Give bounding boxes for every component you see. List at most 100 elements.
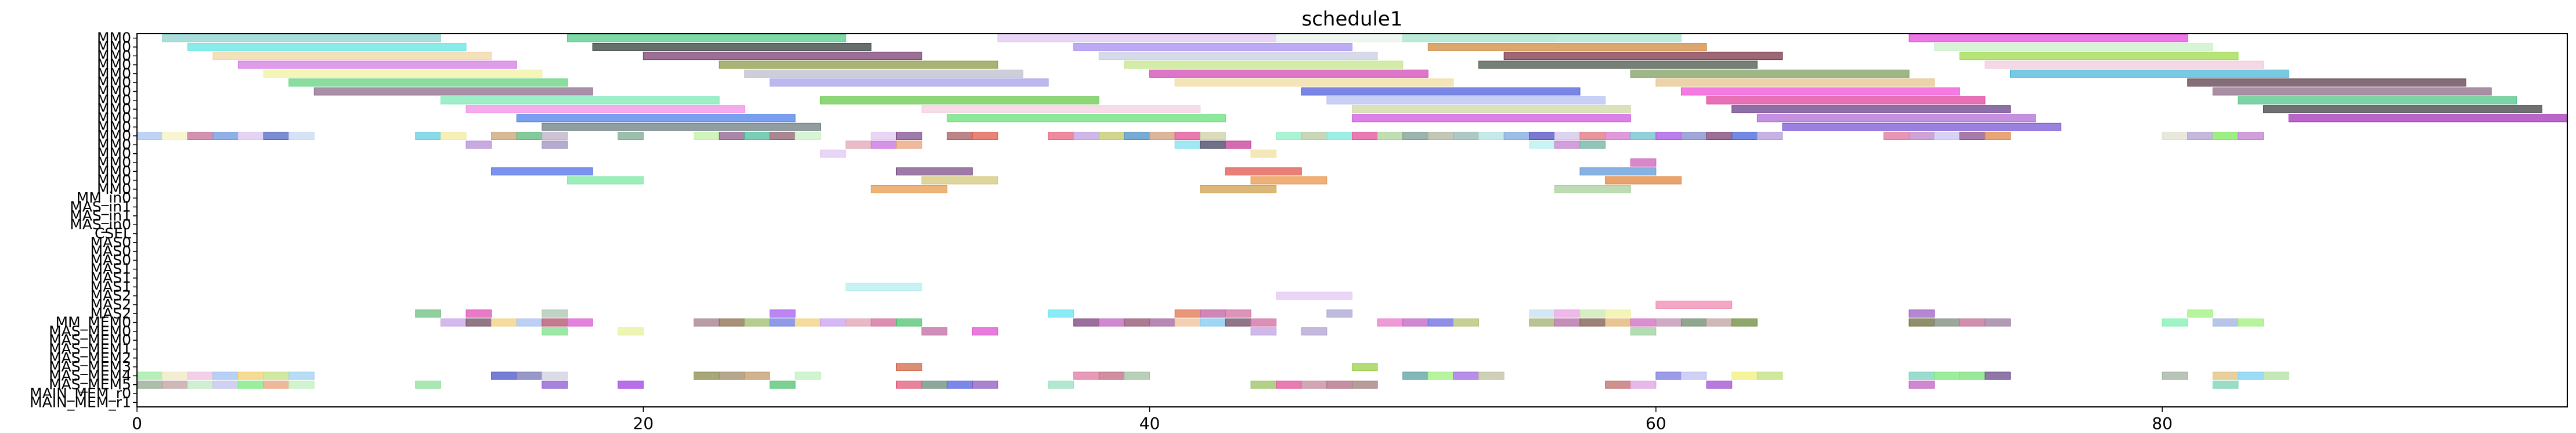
task-bar-132	[871, 185, 948, 193]
task-bar-72	[947, 132, 973, 140]
task-bar-1	[567, 34, 846, 42]
task-bar-147	[1529, 309, 1555, 318]
task-bar-34	[2212, 87, 2492, 96]
y-tick-label-24: MAS0	[91, 243, 131, 259]
task-bar-52	[136, 132, 163, 140]
chart-title: schedule1	[1301, 8, 1402, 31]
y-tick-label-29: MAS2	[91, 287, 131, 304]
task-bar-110	[466, 140, 492, 149]
y-tick-label-41: MAIN_MEM_r1	[30, 394, 131, 410]
y-tick-label-7: MM0	[97, 92, 131, 109]
task-bar-overlay-27	[1985, 371, 2011, 380]
task-bar-91	[1529, 132, 1555, 140]
task-bar-151	[1908, 309, 1935, 318]
task-bar-2	[997, 34, 1277, 42]
task-bar-188	[1731, 318, 1758, 327]
task-bar-overlay-22	[1731, 371, 1758, 380]
task-bar-220	[921, 380, 948, 389]
task-bar-49	[2288, 114, 2568, 122]
y-tick-label-13: MM0	[97, 145, 131, 162]
task-bar-109	[2238, 132, 2264, 140]
task-bar-205	[136, 371, 163, 380]
task-bar-136	[1276, 291, 1352, 300]
task-bar-195	[2238, 318, 2264, 327]
task-bar-186	[1680, 318, 1707, 327]
task-bar-149	[1579, 309, 1606, 318]
task-bar-180	[1529, 318, 1555, 327]
task-bar-192	[1985, 318, 2011, 327]
task-bar-171	[1149, 318, 1175, 327]
y-tick-label-22: CSEL	[95, 225, 131, 241]
task-bar-55	[212, 132, 239, 140]
task-bar-overlay-25	[1934, 371, 1960, 380]
task-bar-66	[719, 132, 745, 140]
task-bar-17	[719, 60, 998, 69]
task-bar-216	[542, 380, 568, 389]
task-bar-68	[769, 132, 796, 140]
task-bar-70	[871, 132, 897, 140]
y-axis-labels: MM0MM0MM0MM0MM0MM0MM0MM0MM0MM0MM0MM0MM0M…	[30, 30, 137, 410]
task-bar-60	[440, 132, 467, 140]
task-bar-121	[820, 149, 846, 158]
y-tick-label-25: MAS0	[91, 251, 131, 268]
task-bar-overlay-4	[263, 371, 290, 380]
task-bar-158	[567, 318, 593, 327]
task-bar-229	[1605, 380, 1631, 389]
task-bar-154	[466, 318, 492, 327]
task-bar-15	[1959, 52, 2239, 60]
y-tick-label-38: MAS_MEM4	[49, 367, 131, 384]
task-bar-61	[491, 132, 517, 140]
task-bar-219	[896, 380, 922, 389]
task-bar-10	[1934, 43, 2213, 51]
task-bar-overlay-1	[187, 371, 214, 380]
y-tick-label-37: MAS_MEM3	[49, 358, 131, 375]
task-bar-24	[1630, 69, 1910, 78]
task-bar-21	[263, 69, 543, 78]
task-bar-5	[1908, 34, 2188, 42]
task-bar-199	[972, 327, 998, 335]
x-tick-label-2: 40	[1139, 414, 1160, 433]
task-bar-67	[744, 132, 770, 140]
task-bar-35	[440, 96, 720, 104]
task-bar-58	[288, 132, 315, 140]
task-bar-89	[1478, 132, 1505, 140]
task-bar-152	[2187, 309, 2213, 318]
task-bar-73	[972, 132, 998, 140]
task-bar-64	[618, 132, 644, 140]
task-bar-214	[288, 380, 315, 389]
task-bar-106	[2162, 132, 2188, 140]
y-tick-label-15: MM0	[97, 163, 131, 179]
y-tick-label-0: MM0	[97, 30, 131, 46]
y-tick-label-35: MAS_MEM1	[49, 340, 131, 357]
task-bar-140	[542, 309, 568, 318]
task-bar-115	[1174, 140, 1201, 149]
task-bar-116	[1200, 140, 1226, 149]
y-tick-label-10: MM0	[97, 118, 131, 135]
task-bar-42	[1352, 105, 1631, 114]
task-bar-210	[187, 380, 214, 389]
task-bar-overlay-6	[491, 371, 517, 380]
task-bar-22	[744, 69, 1024, 78]
x-axis: 0 20 40 60 80	[132, 407, 2173, 433]
y-tick-label-33: MAS_MEM0	[49, 323, 131, 340]
task-bar-117	[1225, 140, 1251, 149]
task-bar-114	[896, 140, 922, 149]
task-bar-141	[769, 309, 796, 318]
task-bar-28	[1174, 78, 1454, 87]
task-bar-overlay-26	[1959, 371, 1986, 380]
task-bar-37	[1326, 96, 1606, 104]
task-bar-6	[187, 43, 467, 51]
task-bar-212	[237, 380, 264, 389]
task-bar-59	[415, 132, 441, 140]
task-bar-62	[516, 132, 543, 140]
task-bar-44	[2263, 105, 2542, 114]
task-bar-80	[1200, 132, 1226, 140]
task-bar-85	[1377, 132, 1404, 140]
task-bar-8	[1073, 43, 1353, 51]
x-tick-label-0: 0	[132, 414, 142, 433]
task-bar-overlay-16	[1402, 371, 1428, 380]
task-bar-98	[1706, 132, 1733, 140]
task-bar-overlay-31	[2263, 371, 2289, 380]
task-bar-227	[1326, 380, 1353, 389]
